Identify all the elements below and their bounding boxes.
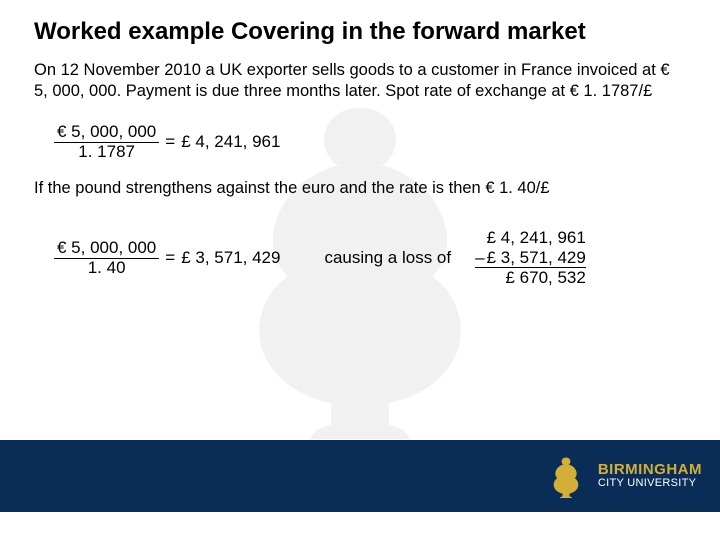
brand-line-1: BIRMINGHAM (598, 462, 702, 478)
footer-bar: BIRMINGHAM CITY UNIVERSITY (0, 440, 720, 512)
lion-icon (544, 454, 588, 498)
loss-label: causing a loss of (324, 248, 451, 268)
equals-sign: = (165, 132, 175, 152)
logo-text: BIRMINGHAM CITY UNIVERSITY (598, 462, 702, 489)
loss-top: £ 4, 241, 961 (475, 228, 586, 248)
loss-calculation: £ 4, 241, 961 – £ 3, 571, 429 £ 670, 532 (475, 228, 586, 288)
calculation-1: € 5, 000, 000 1. 1787 = £ 4, 241, 961 (54, 123, 686, 161)
result-2: £ 3, 571, 429 (181, 248, 280, 268)
numerator: € 5, 000, 000 (54, 123, 159, 143)
university-logo: BIRMINGHAM CITY UNIVERSITY (544, 454, 702, 498)
content-area: Worked example Covering in the forward m… (0, 0, 720, 288)
numerator: € 5, 000, 000 (54, 239, 159, 259)
denominator: 1. 1787 (75, 143, 138, 162)
loss-result: £ 670, 532 (475, 267, 586, 288)
result-1: £ 4, 241, 961 (181, 132, 280, 152)
slide: Worked example Covering in the forward m… (0, 0, 720, 540)
calculation-2: € 5, 000, 000 1. 40 = £ 3, 571, 429 (54, 239, 280, 277)
slide-title: Worked example Covering in the forward m… (34, 18, 686, 46)
loss-mid-row: – £ 3, 571, 429 (475, 248, 586, 268)
paragraph-2: If the pound strengthens against the eur… (34, 178, 686, 199)
equals-sign: = (165, 248, 175, 268)
fraction-2: € 5, 000, 000 1. 40 (54, 239, 159, 277)
brand-line-2: CITY UNIVERSITY (598, 478, 702, 490)
loss-mid: £ 3, 571, 429 (487, 248, 586, 268)
minus-sign: – (475, 248, 484, 268)
fraction-1: € 5, 000, 000 1. 1787 (54, 123, 159, 161)
intro-paragraph: On 12 November 2010 a UK exporter sells … (34, 60, 686, 101)
calculation-row-2: € 5, 000, 000 1. 40 = £ 3, 571, 429 caus… (54, 228, 686, 288)
denominator: 1. 40 (85, 259, 129, 278)
